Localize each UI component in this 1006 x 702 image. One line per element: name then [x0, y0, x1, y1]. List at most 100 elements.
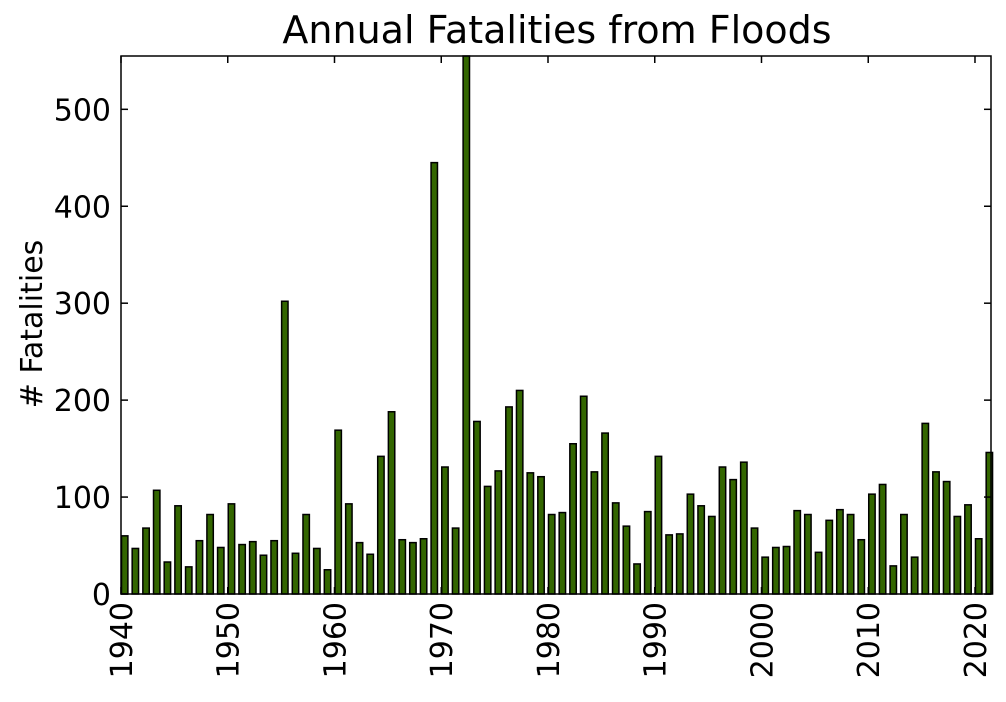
bar: [697, 505, 706, 595]
x-tick-label: 1940: [105, 602, 140, 678]
x-tick-label: 2020: [959, 602, 994, 678]
bar: [366, 553, 375, 595]
bar: [558, 511, 567, 595]
bar: [739, 461, 748, 595]
bar: [195, 539, 204, 595]
bar: [537, 475, 545, 595]
bar: [323, 569, 332, 595]
chart-title: Annual Fatalities from Floods: [282, 8, 831, 52]
bar: [611, 502, 620, 595]
bar: [174, 505, 183, 595]
bar: [163, 561, 172, 595]
bar: [505, 406, 513, 595]
bar: [793, 509, 802, 595]
bar: [280, 300, 289, 595]
bar: [803, 513, 812, 595]
bar: [889, 565, 898, 595]
y-tick-label: 0: [92, 578, 111, 613]
x-tick-label: 1990: [639, 602, 674, 678]
bar: [729, 478, 738, 595]
bar: [878, 483, 887, 595]
bar: [408, 541, 417, 595]
x-tick-label: 1960: [318, 602, 353, 678]
bar: [900, 513, 908, 595]
bar: [152, 489, 161, 595]
bar: [206, 513, 215, 595]
x-axis: 1940 1950 1960 1970 1980 1990 2000 2010 2020: [105, 56, 994, 678]
bars-group: [120, 55, 994, 595]
bar: [633, 563, 642, 595]
y-tick-label: 200: [54, 384, 111, 419]
bar: [718, 466, 727, 595]
bar: [686, 493, 695, 595]
x-tick-label: 1980: [532, 602, 567, 678]
bar: [419, 538, 428, 595]
bar: [835, 508, 844, 595]
bar: [750, 527, 759, 595]
bar: [483, 485, 492, 595]
bar: [953, 515, 962, 595]
bar: [312, 547, 321, 595]
bar: [665, 534, 674, 595]
bar: [494, 470, 503, 595]
bar: [334, 429, 343, 595]
bar: [643, 510, 652, 595]
bar: [910, 556, 919, 595]
bar: [761, 556, 770, 595]
bar: [622, 525, 631, 595]
bar: [451, 527, 460, 595]
y-tick-label: 500: [54, 93, 111, 128]
bar: [259, 554, 268, 595]
bar: [120, 535, 129, 595]
bar: [942, 480, 951, 595]
y-tick-label: 400: [54, 190, 111, 225]
bar: [814, 551, 823, 595]
bar: [707, 515, 716, 595]
bar: [216, 546, 225, 595]
bar: [248, 540, 257, 595]
y-tick-label: 100: [54, 481, 111, 516]
bar: [867, 493, 876, 595]
bar: [526, 472, 535, 595]
y-axis: 0 100 200 300 400 500: [54, 93, 991, 613]
bar: [921, 422, 930, 595]
bar: [355, 541, 364, 595]
bar: [291, 552, 300, 595]
bar: [238, 543, 247, 595]
plot-frame: [120, 55, 992, 595]
bar: [547, 513, 556, 595]
bar: [387, 411, 396, 595]
bar: [932, 471, 940, 595]
y-axis-label: # Fatalities: [15, 240, 50, 409]
x-tick-label: 2010: [852, 602, 887, 678]
bar: [590, 471, 599, 595]
bar: [579, 395, 588, 595]
bar: [782, 545, 791, 595]
bar: [462, 55, 471, 595]
bar: [825, 519, 834, 595]
bar: [398, 538, 407, 595]
bar: [227, 503, 236, 595]
bar: [131, 547, 140, 595]
bar: [376, 455, 385, 595]
bar: [441, 466, 449, 595]
x-tick-label: 2000: [745, 602, 780, 678]
bar: [142, 527, 151, 595]
bar: [184, 566, 193, 595]
bar: [601, 432, 610, 595]
bar: [675, 533, 684, 595]
bar: [857, 538, 866, 595]
bar: [344, 503, 353, 595]
bar: [270, 539, 279, 595]
x-tick-label: 1950: [212, 602, 247, 678]
bar: [569, 443, 577, 595]
bar: [515, 389, 524, 595]
bar: [654, 455, 663, 595]
bar: [974, 538, 983, 595]
bar: [964, 504, 972, 595]
bar: [771, 546, 780, 595]
y-tick-label: 300: [54, 287, 111, 322]
bar: [302, 513, 311, 595]
x-tick-label: 1970: [425, 602, 460, 678]
